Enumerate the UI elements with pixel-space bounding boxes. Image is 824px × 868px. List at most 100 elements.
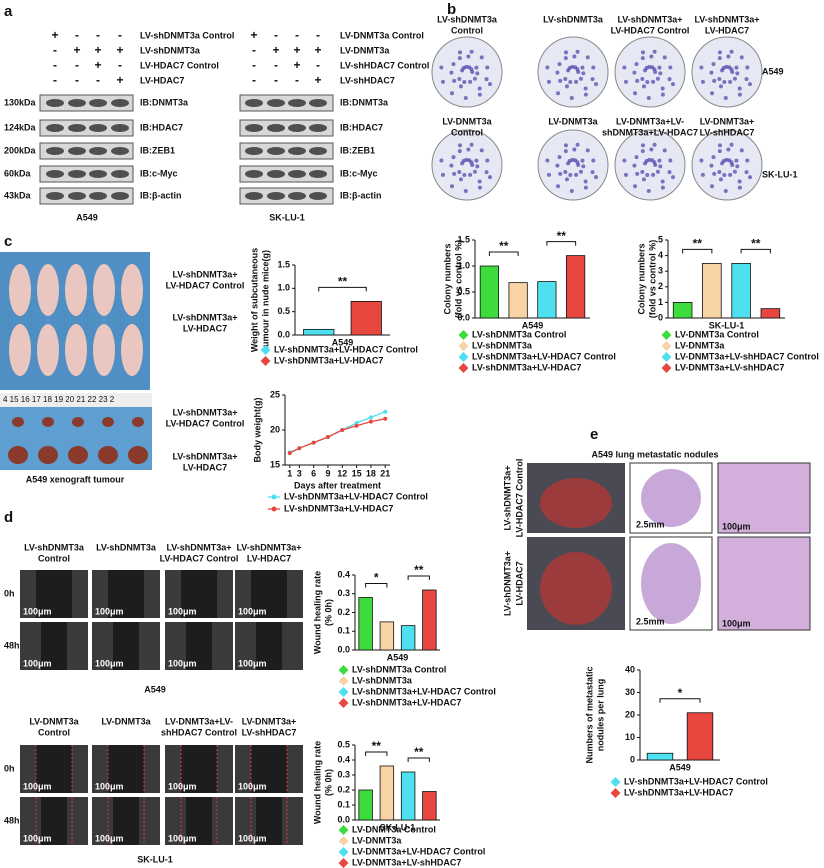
point xyxy=(340,428,345,432)
mouse xyxy=(37,264,59,316)
legend-label: LV-DNMT3a xyxy=(352,835,402,845)
colony-dot xyxy=(726,147,731,152)
tumour xyxy=(42,417,54,427)
sign: + xyxy=(250,28,257,42)
sig-bracket xyxy=(546,241,577,246)
colony-dot xyxy=(633,184,638,189)
colony-dot xyxy=(658,164,663,169)
label: LV-HDAC7 Control xyxy=(611,25,690,35)
label: LV-shHDAC7 xyxy=(242,727,297,737)
colony-dot xyxy=(457,143,462,148)
colony-dot xyxy=(717,77,722,82)
sign: - xyxy=(75,73,79,87)
wound-gap xyxy=(113,797,139,845)
legend-label: LV-shDNMT3a+LV-HDAC7 Control xyxy=(472,351,616,361)
colony-dot xyxy=(563,56,568,61)
sig-mark: ** xyxy=(557,229,567,243)
colony-dot xyxy=(737,179,742,184)
y-tick-label: 2 xyxy=(658,281,663,291)
legend-marker xyxy=(610,788,621,798)
x-tick-label: 6 xyxy=(311,468,316,478)
legend-label: LV-shDNMT3a+LV-HDAC7 xyxy=(624,787,733,797)
colony-dot xyxy=(723,188,728,193)
colony-dot xyxy=(556,184,561,189)
tumour xyxy=(38,446,58,464)
colony-dot xyxy=(568,80,573,85)
sig-bracket xyxy=(488,251,519,256)
colony-dot xyxy=(671,82,676,87)
colony-dot xyxy=(635,171,640,176)
colony-dot xyxy=(745,158,750,163)
sig-bracket xyxy=(318,286,367,292)
sign: - xyxy=(53,43,57,57)
colony-dot xyxy=(700,79,705,84)
y-tick-label: 0.5 xyxy=(337,739,350,749)
colony-dot xyxy=(479,55,484,60)
colony-dot xyxy=(451,155,456,160)
y-tick-label: 0.3 xyxy=(337,769,350,779)
blot-band xyxy=(46,192,64,200)
legend-label: LV-shDNMT3a xyxy=(472,340,533,350)
scale-bar: 2.5mm xyxy=(636,519,665,529)
label: LV-shDNMT3a+ xyxy=(172,312,237,322)
blot-band xyxy=(46,99,64,107)
colony-dot xyxy=(477,92,482,97)
colony-dot xyxy=(732,76,737,81)
bar xyxy=(686,712,714,761)
colony-dot xyxy=(745,65,750,70)
blot-band xyxy=(288,124,306,132)
panel-label: b xyxy=(447,1,456,18)
colony-dot xyxy=(450,91,455,96)
label: LV-shDNMT3a+ xyxy=(694,14,759,24)
tumour xyxy=(68,446,88,464)
legend-marker xyxy=(661,363,672,373)
sign: + xyxy=(272,43,279,57)
cell-line: A549 xyxy=(762,66,784,76)
wound-gap xyxy=(41,797,67,845)
colony-dot xyxy=(699,65,704,70)
sig-bracket xyxy=(365,583,388,588)
sig-mark: ** xyxy=(414,563,424,577)
wound-gap xyxy=(36,745,72,793)
colony-dot xyxy=(449,163,454,168)
y-tick-label: 10 xyxy=(625,732,635,742)
y-tick-label: 0.5 xyxy=(457,286,470,296)
scale-bar: 2.5mm xyxy=(636,616,665,626)
colony-dot xyxy=(475,71,480,76)
x-tick-label: 3 xyxy=(297,468,302,478)
blot-strip xyxy=(239,94,334,112)
scale-bar: 100μm xyxy=(722,521,751,531)
colony-dot xyxy=(462,173,467,178)
mouse xyxy=(37,324,59,376)
sign: - xyxy=(118,28,122,42)
colony-plate xyxy=(614,36,686,108)
colony-plate xyxy=(537,36,609,108)
colony-dot xyxy=(477,86,482,91)
blot-band xyxy=(245,170,263,178)
sig-mark: * xyxy=(678,686,683,700)
scale-bar: 100μm xyxy=(238,606,267,616)
colony-dot xyxy=(712,78,717,83)
colony-dot xyxy=(623,79,628,84)
legend-label: LV-shDNMT3a+LV-HDAC7 Control xyxy=(624,776,768,786)
blot-strip xyxy=(239,119,334,137)
colony-dot xyxy=(457,56,462,61)
sign: + xyxy=(116,73,123,87)
time-label: 0h xyxy=(4,588,15,598)
colony-dot xyxy=(744,77,749,82)
tumour xyxy=(12,417,24,427)
colony-dot xyxy=(641,84,646,89)
y-tick-label: 0.0 xyxy=(337,644,350,654)
sig-mark: ** xyxy=(338,275,348,289)
colony-dot xyxy=(640,149,645,154)
sign: + xyxy=(51,28,58,42)
sign: - xyxy=(75,28,79,42)
legend-label: LV-shDNMT3a+LV-HDAC7 xyxy=(352,697,461,707)
legend-marker xyxy=(338,665,349,675)
legend-label: LV-DNMT3a+LV-shHDAC7 xyxy=(675,362,784,372)
colony-dot xyxy=(657,158,662,163)
colony-dot xyxy=(462,80,467,85)
x-tick-label: 9 xyxy=(325,468,330,478)
y-tick-label: 0.4 xyxy=(337,754,350,764)
kda-marker: 60kDa xyxy=(4,168,32,178)
